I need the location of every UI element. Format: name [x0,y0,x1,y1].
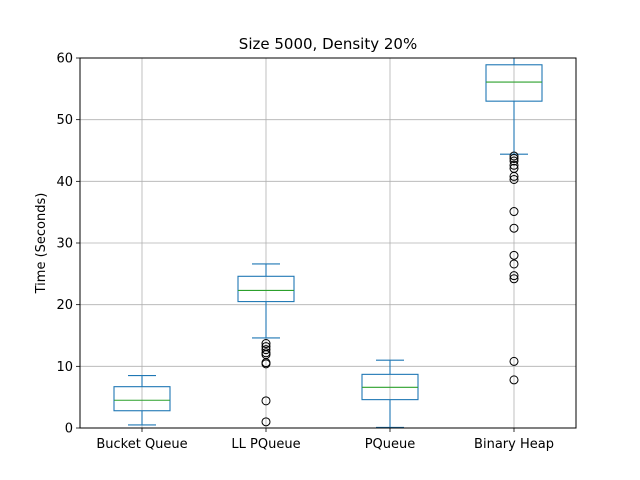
y-axis-ticks: 0 10 20 30 40 50 60 [56,52,80,437]
y-axis-label: Time (Seconds) [34,193,49,295]
outlier-point [509,274,519,284]
box-group [237,263,295,427]
box-iqr [113,386,171,412]
y-tick-label: 50 [56,113,73,128]
outlier-point [509,160,519,170]
x-tick-label: Bucket Queue [96,437,187,452]
outlier-point [509,271,519,281]
x-tick-label: PQueue [365,437,416,452]
outlier-point [509,356,519,366]
outlier-point [509,151,519,161]
outlier-point [509,375,519,385]
chart-title: Size 5000, Density 20% [239,35,417,53]
outlier-point [509,207,519,217]
outlier-point [261,345,271,355]
x-tick-label: LL PQueue [231,437,300,452]
outlier-point [509,171,519,181]
x-tick-label: Binary Heap [474,437,554,452]
outlier-point [509,259,519,269]
outlier-point [509,156,519,166]
box-iqr [485,64,543,102]
box-group [361,359,419,428]
y-tick-label: 40 [56,175,73,190]
outlier-point [509,223,519,233]
outlier-point [509,174,519,184]
grid-lines [80,57,576,429]
y-tick-label: 60 [56,52,73,67]
outlier-point [261,359,271,369]
outlier-point [509,154,519,164]
outlier-point [261,396,271,406]
x-axis-ticks: Bucket Queue LL PQueue PQueue Binary Heap [96,428,554,452]
y-tick-label: 30 [56,237,73,252]
y-tick-label: 20 [56,298,73,313]
box-iqr [237,275,295,303]
y-tick-label: 0 [65,422,73,437]
box-series [113,57,543,428]
box-group [113,375,171,426]
y-tick-label: 10 [56,360,73,375]
outlier-point [509,250,519,260]
outlier-point [261,339,271,349]
outlier-point [261,417,271,427]
